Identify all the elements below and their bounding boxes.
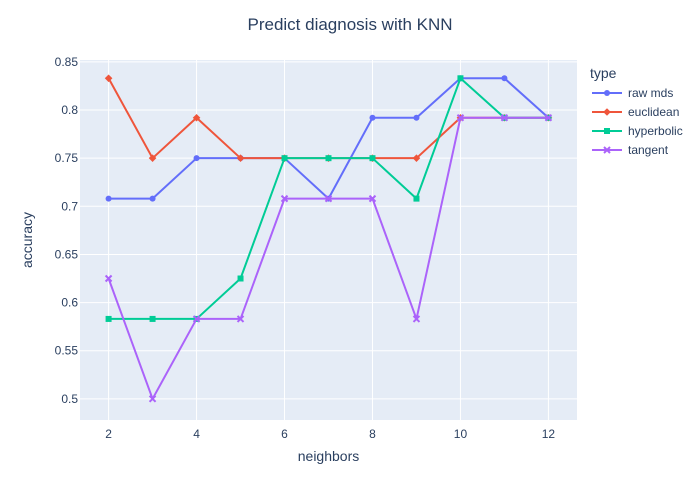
legend-marker: [603, 146, 611, 154]
data-point-raw-mds: [413, 114, 420, 121]
data-point-tangent: [412, 315, 421, 323]
legend-marker: [604, 128, 610, 134]
legend-label: raw mds: [628, 86, 673, 100]
data-point-raw-mds: [149, 195, 156, 202]
data-point-tangent: [456, 114, 465, 122]
x-tick-label: 6: [281, 427, 288, 441]
y-tick-label: 0.7: [61, 199, 78, 213]
legend-item-tangent[interactable]: tangent: [592, 143, 669, 157]
legend-marker: [604, 90, 610, 96]
data-point-hyperbolic: [149, 315, 156, 322]
data-point-hyperbolic: [457, 75, 464, 82]
x-axis-title: neighbors: [298, 448, 360, 464]
data-point-tangent: [368, 194, 377, 203]
data-point-hyperbolic: [413, 195, 420, 202]
data-point-tangent: [192, 315, 201, 323]
data-point-euclidean: [412, 154, 421, 162]
data-point-euclidean: [192, 113, 201, 122]
legend-label: euclidean: [628, 105, 679, 119]
y-axis-title: accuracy: [19, 212, 35, 268]
y-tick-label: 0.6: [61, 296, 78, 310]
data-point-raw-mds: [501, 75, 508, 82]
data-point-raw-mds: [193, 155, 200, 162]
legend-title: type: [590, 65, 617, 81]
data-point-tangent: [148, 395, 157, 403]
data-point-hyperbolic: [369, 155, 376, 162]
data-point-tangent: [544, 114, 553, 122]
data-point-euclidean: [236, 154, 245, 162]
x-tick-label: 12: [542, 427, 556, 441]
data-point-hyperbolic: [281, 155, 288, 162]
data-point-euclidean: [148, 154, 157, 162]
legend-label: tangent: [628, 143, 669, 157]
y-tick-label: 0.85: [55, 55, 79, 69]
legend-item-raw-mds[interactable]: raw mds: [592, 86, 673, 100]
data-point-tangent: [104, 274, 113, 283]
data-point-tangent: [236, 315, 245, 323]
data-point-hyperbolic: [105, 315, 112, 322]
data-point-hyperbolic: [237, 275, 244, 282]
legend-item-euclidean[interactable]: euclidean: [592, 105, 679, 119]
data-point-raw-mds: [369, 114, 376, 121]
data-point-euclidean: [104, 74, 113, 83]
x-tick-label: 4: [193, 427, 200, 441]
y-tick-label: 0.55: [55, 344, 79, 358]
y-tick-label: 0.5: [61, 392, 78, 406]
data-point-raw-mds: [105, 195, 112, 202]
x-tick-label: 8: [369, 427, 376, 441]
plot-area: [80, 60, 577, 420]
chart-title: Predict diagnosis with KNN: [247, 15, 452, 34]
y-tick-label: 0.75: [55, 151, 79, 165]
y-tick-label: 0.8: [61, 103, 78, 117]
x-tick-label: 2: [105, 427, 112, 441]
y-tick-label: 0.65: [55, 247, 79, 261]
axis-tick-labels: 2 4 6 8 10 12 0.5 0.55 0.6 0.65 0.7 0.75 0.8 0.85: [55, 55, 556, 441]
data-point-tangent: [280, 194, 289, 203]
x-tick-label: 10: [454, 427, 468, 441]
data-point-tangent: [500, 114, 509, 122]
data-point-tangent: [324, 194, 333, 203]
legend-label: hyperbolic: [628, 124, 683, 138]
legend-marker: [603, 108, 611, 116]
series-tangent: [104, 114, 553, 403]
legend-item-hyperbolic[interactable]: hyperbolic: [592, 124, 683, 138]
series-lines: [104, 74, 553, 403]
data-point-hyperbolic: [325, 155, 332, 162]
legend[interactable]: type raw mds euclidean hyperbolic tangent: [590, 65, 683, 157]
